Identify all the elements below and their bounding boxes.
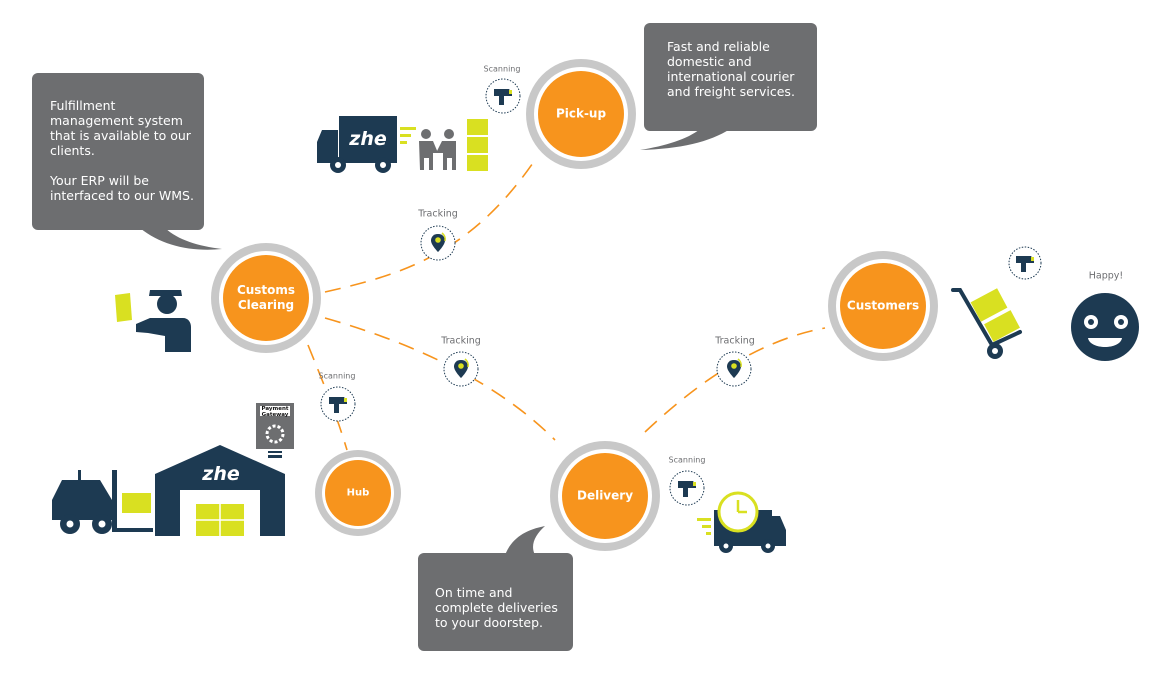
fast-delivery-truck-icon [697,491,786,553]
speech-bubble-top [640,23,817,150]
left-bubble-line-1: Fulfillment management system that is av… [50,98,191,158]
node-label-delivery: Delivery [576,488,634,503]
top-bubble-text: Fast and reliable domestic and internati… [667,39,802,99]
stacked-boxes-icon [467,119,488,171]
node-pickup [526,59,636,169]
node-label-pickup: Pick-up [555,106,607,121]
node-hub [315,450,401,536]
map-pin-icon [420,225,456,261]
happy-face-icon [1071,293,1139,361]
left-bubble-text: Fulfillment management system that is av… [50,98,195,203]
barcode-scanner-icon [669,470,705,506]
bottom-bubble-text: On time and complete deliveries to your … [435,585,565,630]
left-bubble-line-2: Your ERP will be interfaced to our WMS. [50,173,194,203]
top-bubble-line: Fast and reliable domestic and internati… [667,39,795,99]
line-customs-delivery [324,317,556,441]
hand-truck-icon [951,288,1022,359]
node-customers [828,251,938,361]
connector-lines [307,159,826,451]
bottom-bubble-line: On time and complete deliveries to your … [435,585,558,630]
scanning-label-hub: Scanning [318,371,356,381]
line-customs-pickup [324,159,536,293]
scanning-label-pickup: Scanning [483,64,521,74]
speech-bubble-bottom [418,526,573,651]
node-customs [211,243,321,353]
happy-label: Happy! [1088,270,1124,282]
customs-officer-icon [115,290,191,352]
map-pin-icon [443,351,479,387]
barcode-scanner-icon [320,386,356,422]
node-label-customers: Customers [846,298,920,313]
scanning-label-delivery: Scanning [668,455,706,465]
tracking-label-1: Tracking [418,208,458,220]
node-label-hub: Hub [346,487,370,499]
map-pin-icon [716,351,752,387]
warehouse-icon [155,445,285,536]
payment-gateway-icon [256,403,294,458]
forklift-icon [52,470,153,534]
warehouse-brand-text: zhe [202,463,240,485]
tracking-label-3: Tracking [715,335,755,347]
truck-brand-text: zhe [349,128,387,150]
speech-bubble-left [32,73,222,250]
node-label-customs: Customs Clearing [236,283,296,312]
handshake-people-icon [419,129,456,170]
barcode-scanner-icon [1008,246,1042,280]
delivery-truck-icon [317,116,416,173]
payment-gateway-label: Payment Gateway [261,406,289,418]
tracking-label-2: Tracking [441,335,481,347]
barcode-scanner-icon [485,78,521,114]
node-delivery [550,441,660,551]
